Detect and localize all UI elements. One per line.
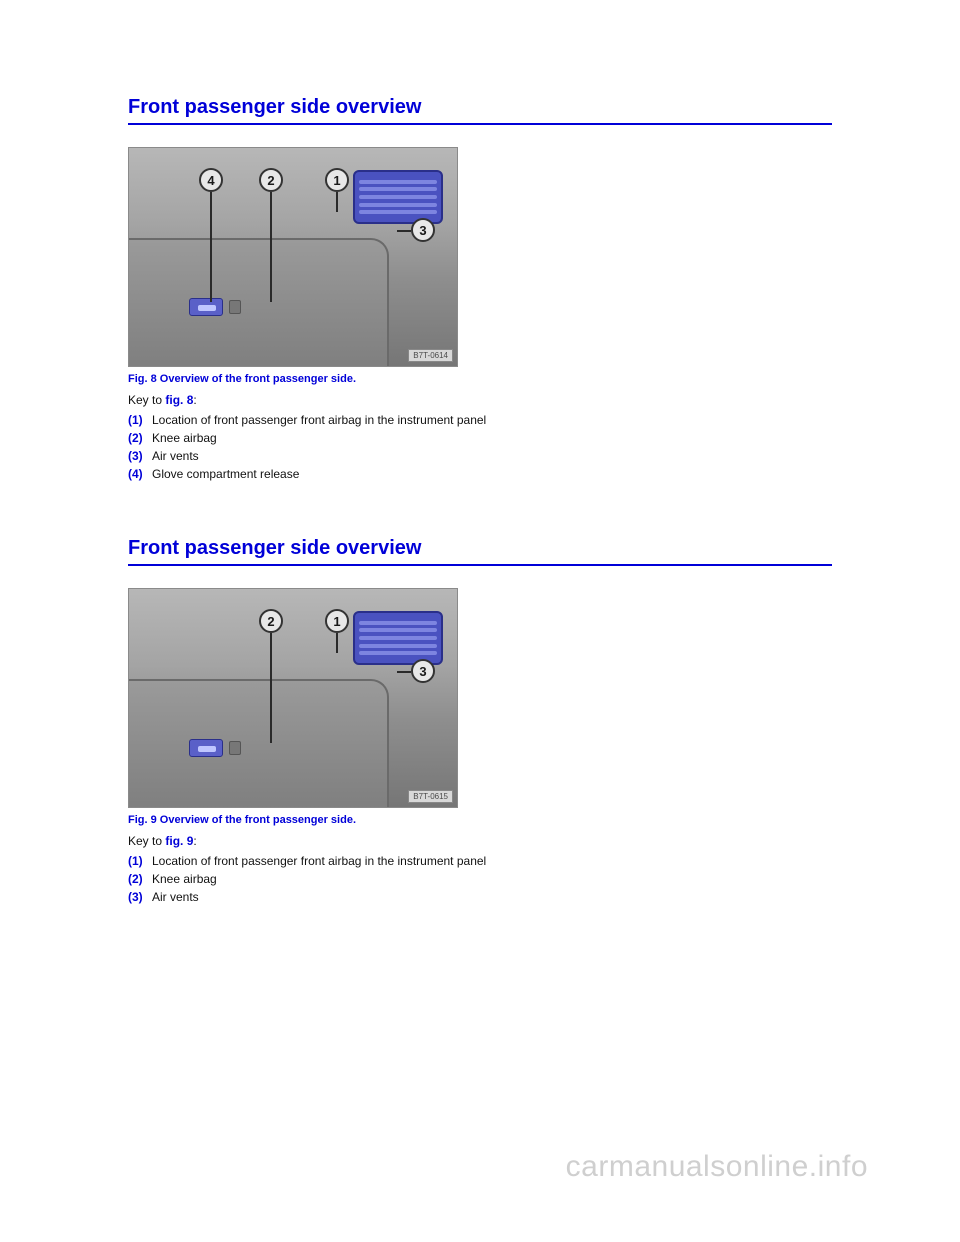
key-intro-post: : bbox=[193, 393, 196, 407]
list-item: (3)Air vents bbox=[128, 447, 832, 465]
list-item: (3)Air vents bbox=[128, 888, 832, 906]
item-num: (1) bbox=[128, 411, 152, 429]
callout-line bbox=[270, 192, 272, 302]
list-item: (4)Glove compartment release bbox=[128, 465, 832, 483]
key-intro-1: Key to fig. 8: bbox=[128, 393, 832, 407]
item-text: Location of front passenger front airbag… bbox=[152, 854, 486, 868]
callout-2: 2 bbox=[259, 168, 283, 192]
item-text: Air vents bbox=[152, 449, 199, 463]
callout-2: 2 bbox=[259, 609, 283, 633]
item-text: Air vents bbox=[152, 890, 199, 904]
callout-3: 3 bbox=[411, 218, 435, 242]
item-num: (2) bbox=[128, 870, 152, 888]
item-text: Knee airbag bbox=[152, 431, 217, 445]
callout-line bbox=[336, 633, 338, 653]
list-item: (2)Knee airbag bbox=[128, 429, 832, 447]
figure-9-caption: Fig. 9 Overview of the front passenger s… bbox=[128, 814, 832, 826]
air-vent-icon bbox=[353, 170, 443, 224]
callout-3: 3 bbox=[411, 659, 435, 683]
figure-9: 1 2 3 B7T-0615 Fig. 9 Overview of the fr… bbox=[128, 588, 832, 826]
glovebox-panel bbox=[129, 679, 389, 808]
callout-1: 1 bbox=[325, 609, 349, 633]
figure-8-image: 1 2 3 4 B7T-0614 bbox=[128, 147, 458, 367]
glovebox-handle-icon bbox=[189, 739, 223, 757]
callout-line bbox=[210, 192, 212, 302]
section-heading: Front passenger side overview bbox=[128, 96, 832, 125]
watermark: carmanualsonline.info bbox=[566, 1150, 868, 1184]
item-num: (1) bbox=[128, 852, 152, 870]
item-num: (3) bbox=[128, 447, 152, 465]
list-item: (1)Location of front passenger front air… bbox=[128, 852, 832, 870]
fig-ref-9[interactable]: fig. 9 bbox=[165, 834, 193, 848]
item-num: (2) bbox=[128, 429, 152, 447]
key-intro-pre: Key to bbox=[128, 393, 165, 407]
list-item: (2)Knee airbag bbox=[128, 870, 832, 888]
key-intro-2: Key to fig. 9: bbox=[128, 834, 832, 848]
glovebox-lock-icon bbox=[229, 741, 241, 755]
key-list-1: (1)Location of front passenger front air… bbox=[128, 411, 832, 483]
air-vent-icon bbox=[353, 611, 443, 665]
key-intro-pre: Key to bbox=[128, 834, 165, 848]
callout-line bbox=[397, 671, 411, 673]
fig-ref-8[interactable]: fig. 8 bbox=[165, 393, 193, 407]
section-heading: Front passenger side overview bbox=[128, 537, 832, 566]
item-text: Glove compartment release bbox=[152, 467, 299, 481]
key-list-2: (1)Location of front passenger front air… bbox=[128, 852, 832, 906]
callout-1: 1 bbox=[325, 168, 349, 192]
figure-code-tag: B7T-0615 bbox=[408, 790, 453, 803]
figure-8: 1 2 3 4 B7T-0614 Fig. 8 Overview of the … bbox=[128, 147, 832, 385]
list-item: (1)Location of front passenger front air… bbox=[128, 411, 832, 429]
figure-9-image: 1 2 3 B7T-0615 bbox=[128, 588, 458, 808]
figure-code-tag: B7T-0614 bbox=[408, 349, 453, 362]
callout-line bbox=[397, 230, 411, 232]
callout-line bbox=[270, 633, 272, 743]
item-text: Knee airbag bbox=[152, 872, 217, 886]
glovebox-panel bbox=[129, 238, 389, 367]
glovebox-handle-icon bbox=[189, 298, 223, 316]
glovebox-lock-icon bbox=[229, 300, 241, 314]
item-text: Location of front passenger front airbag… bbox=[152, 413, 486, 427]
callout-line bbox=[336, 192, 338, 212]
item-num: (3) bbox=[128, 888, 152, 906]
callout-4: 4 bbox=[199, 168, 223, 192]
key-intro-post: : bbox=[193, 834, 196, 848]
item-num: (4) bbox=[128, 465, 152, 483]
figure-8-caption: Fig. 8 Overview of the front passenger s… bbox=[128, 373, 832, 385]
